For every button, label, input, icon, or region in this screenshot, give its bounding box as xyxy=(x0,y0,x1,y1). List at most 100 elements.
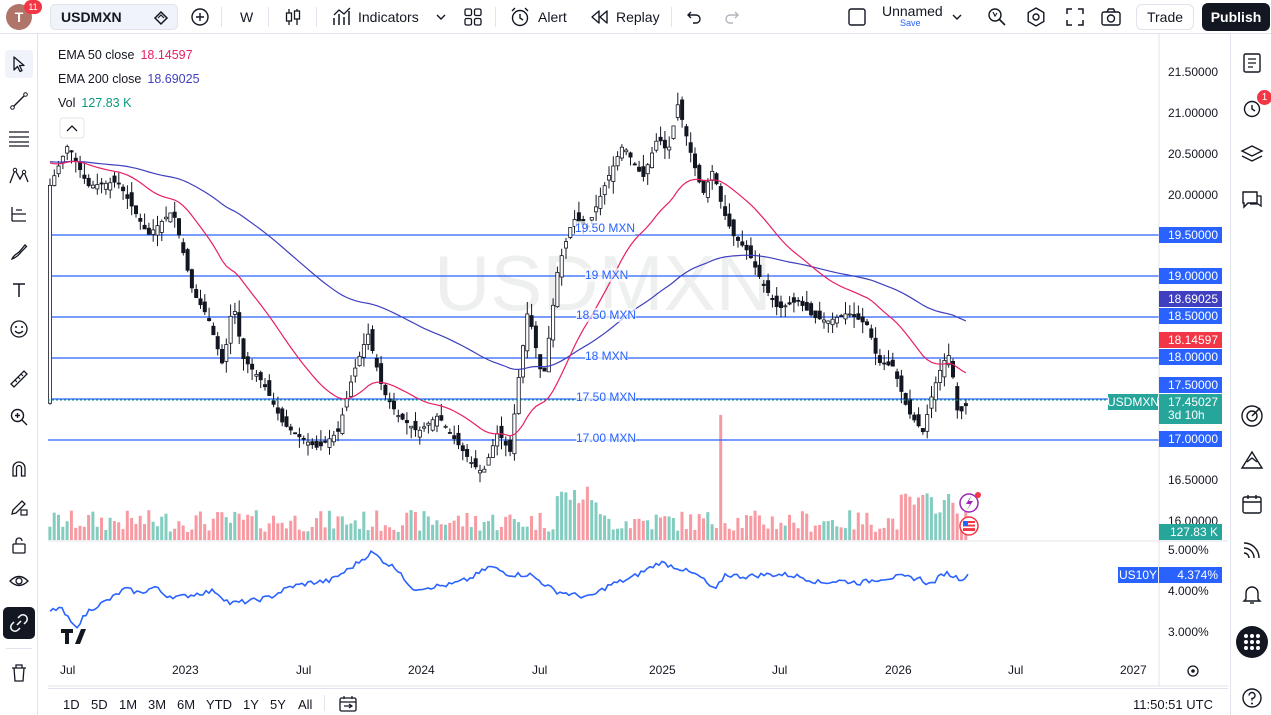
range-all[interactable]: All xyxy=(298,697,313,712)
indicators-button[interactable]: Indicators xyxy=(358,9,419,25)
brush-icon[interactable] xyxy=(5,238,33,266)
collapse-legend-button[interactable] xyxy=(59,117,85,139)
help-icon[interactable] xyxy=(1238,684,1266,712)
event-flash-icon[interactable] xyxy=(959,493,979,513)
range-1m[interactable]: 1M xyxy=(119,697,138,712)
ruler-icon[interactable] xyxy=(5,365,33,393)
compare-diamond-icon[interactable] xyxy=(153,10,169,26)
range-ytd[interactable]: YTD xyxy=(206,697,232,712)
layout-name[interactable]: Unnamed xyxy=(882,3,943,19)
us-flag-canton xyxy=(963,521,968,526)
indicators-icon[interactable] xyxy=(331,6,353,28)
candle-body xyxy=(267,380,272,396)
candle-body xyxy=(508,439,513,452)
volume-bar xyxy=(143,524,146,540)
notifications-bell-icon[interactable] xyxy=(1238,580,1266,608)
candle-body xyxy=(632,163,637,166)
candle-body xyxy=(91,184,96,189)
volume-bar xyxy=(362,511,366,540)
settings-gear-icon[interactable] xyxy=(1025,6,1047,28)
candle-body xyxy=(52,175,57,186)
axis-settings-icon[interactable] xyxy=(1187,665,1199,677)
volume-bar xyxy=(229,522,232,540)
candle-body xyxy=(422,426,427,429)
redo-icon[interactable] xyxy=(724,9,740,25)
divider xyxy=(324,695,325,711)
candle-body xyxy=(791,297,796,303)
volume-bar xyxy=(706,512,710,540)
quick-search-icon[interactable] xyxy=(986,6,1008,28)
candle-body xyxy=(237,312,242,337)
emoji-icon[interactable] xyxy=(5,315,33,343)
layout-checkbox-icon[interactable] xyxy=(847,7,867,27)
chevron-down-icon[interactable] xyxy=(435,11,447,23)
volume-bar xyxy=(525,526,529,540)
volume-bar xyxy=(680,511,684,540)
text-tool-icon[interactable] xyxy=(5,276,33,304)
replay-icon[interactable] xyxy=(590,9,608,25)
alert-button[interactable]: Alert xyxy=(538,9,567,25)
alert-clock-icon[interactable] xyxy=(509,6,531,28)
alerts-clock-icon[interactable] xyxy=(1238,94,1266,122)
fullscreen-icon[interactable] xyxy=(1064,6,1086,28)
candles-icon[interactable] xyxy=(283,7,303,27)
date-range-calendar-icon[interactable] xyxy=(338,695,358,713)
forecast-tools-icon[interactable] xyxy=(5,200,33,228)
us-economic-event-icon[interactable] xyxy=(959,516,979,536)
legend-ema50[interactable]: EMA 50 close 18.14597 xyxy=(58,48,193,62)
candle-body xyxy=(512,413,517,455)
watchlist-icon[interactable] xyxy=(1238,49,1266,77)
fib-levels-icon[interactable] xyxy=(5,124,33,152)
undo-icon[interactable] xyxy=(686,9,702,25)
news-stream-icon[interactable] xyxy=(1238,536,1266,564)
volume-bar xyxy=(504,516,508,540)
candle-body xyxy=(787,302,792,305)
trash-icon[interactable] xyxy=(5,659,33,687)
link-icon[interactable] xyxy=(3,607,35,639)
symbol-search[interactable]: USDMXN xyxy=(50,4,178,30)
candle-body xyxy=(736,236,741,241)
apps-grid-icon[interactable] xyxy=(1236,626,1268,658)
eye-icon[interactable] xyxy=(5,567,33,595)
zoom-in-icon[interactable] xyxy=(5,403,33,431)
range-5d[interactable]: 5D xyxy=(91,697,108,712)
range-1y[interactable]: 1Y xyxy=(243,697,259,712)
camera-icon[interactable] xyxy=(1100,6,1122,28)
chevron-down-icon[interactable] xyxy=(951,11,963,23)
range-3m[interactable]: 3M xyxy=(148,697,167,712)
candle-body xyxy=(336,428,341,432)
layers-icon[interactable] xyxy=(1238,140,1266,168)
trend-line-icon[interactable] xyxy=(5,87,33,115)
utc-clock[interactable]: 11:50:51 UTC xyxy=(1133,697,1213,712)
legend-ema200[interactable]: EMA 200 close 18.69025 xyxy=(58,72,200,86)
drawing-lock-pencil-icon[interactable] xyxy=(5,493,33,521)
range-5y[interactable]: 5Y xyxy=(270,697,286,712)
magnet-icon[interactable] xyxy=(5,455,33,483)
chat-icon[interactable] xyxy=(1238,186,1266,214)
templates-grid-icon[interactable] xyxy=(463,7,483,27)
volume-bar xyxy=(478,530,482,540)
calendar-icon[interactable] xyxy=(1238,490,1266,518)
replay-button[interactable]: Replay xyxy=(616,9,660,25)
volume-bar xyxy=(147,510,151,540)
legend-volume[interactable]: Vol 127.83 K xyxy=(58,96,131,110)
candle-body xyxy=(404,420,409,424)
range-6m[interactable]: 6M xyxy=(177,697,196,712)
target-icon[interactable] xyxy=(1238,402,1266,430)
range-1d[interactable]: 1D xyxy=(63,697,80,712)
candle-body xyxy=(456,432,461,446)
trade-button[interactable]: Trade xyxy=(1136,4,1194,30)
cursor-icon[interactable] xyxy=(5,50,33,78)
publish-button[interactable]: Publish xyxy=(1202,3,1270,31)
ideas-triangle-icon[interactable] xyxy=(1238,446,1266,474)
time-tick: 2023 xyxy=(172,663,199,677)
candle-body xyxy=(374,357,379,368)
add-symbol-icon[interactable] xyxy=(189,6,211,28)
volume-bar xyxy=(843,528,847,540)
pattern-icon[interactable] xyxy=(5,162,33,190)
volume-bar xyxy=(491,514,495,540)
lock-icon[interactable] xyxy=(5,531,33,559)
volume-bar xyxy=(723,523,727,540)
interval-button[interactable]: W xyxy=(240,9,254,25)
